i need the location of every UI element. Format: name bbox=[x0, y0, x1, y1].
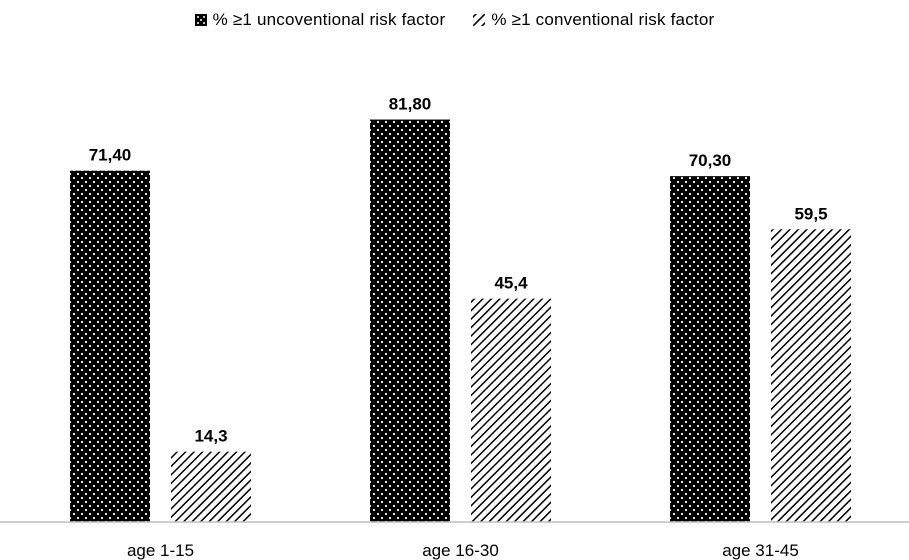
bar-conventional-2 bbox=[771, 229, 851, 522]
hatch-pattern-icon bbox=[473, 14, 486, 26]
bar-unconventional-1 bbox=[370, 119, 450, 522]
category-label-0: age 1-15 bbox=[127, 541, 194, 560]
data-label-conventional-0: 14,3 bbox=[194, 427, 227, 446]
data-label-unconventional-1: 81,80 bbox=[389, 95, 432, 114]
bar-conventional-1 bbox=[471, 298, 551, 522]
legend: % ≥1 uncoventional risk factor % ≥1 conv… bbox=[0, 10, 909, 30]
data-label-unconventional-2: 70,30 bbox=[689, 151, 732, 170]
data-label-conventional-2: 59,5 bbox=[794, 204, 827, 223]
legend-item-conventional: % ≥1 conventional risk factor bbox=[473, 10, 714, 30]
legend-label-conventional: % ≥1 conventional risk factor bbox=[491, 10, 715, 29]
bar-unconventional-2 bbox=[670, 176, 750, 522]
dots-pattern-icon bbox=[194, 14, 207, 26]
category-label-1: age 16-30 bbox=[422, 541, 499, 560]
data-label-conventional-1: 45,4 bbox=[494, 274, 528, 293]
category-label-2: age 31-45 bbox=[722, 541, 799, 560]
legend-item-unconventional: % ≥1 uncoventional risk factor bbox=[194, 10, 446, 30]
data-label-unconventional-0: 71,40 bbox=[89, 146, 132, 165]
bar-unconventional-0 bbox=[70, 170, 150, 522]
legend-label-unconventional: % ≥1 uncoventional risk factor bbox=[212, 10, 446, 29]
bar-conventional-0 bbox=[171, 451, 251, 522]
